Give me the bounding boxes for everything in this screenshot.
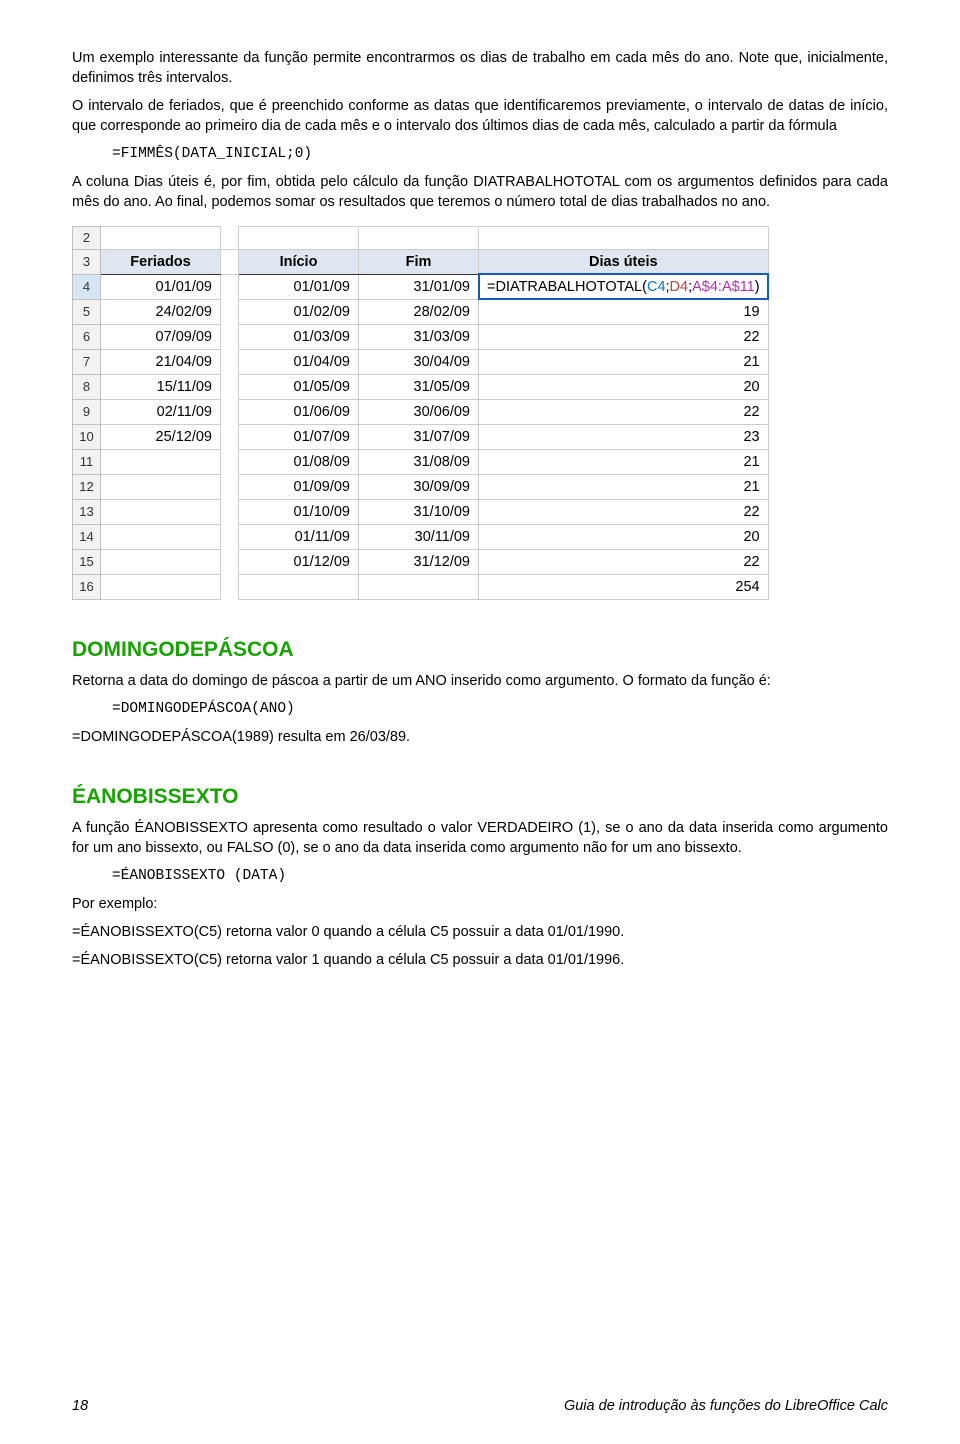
page-footer: 18 Guia de introdução às funções do Libr… bbox=[72, 1396, 888, 1416]
cell[interactable]: 31/03/09 bbox=[359, 324, 479, 349]
cell[interactable]: 31/07/09 bbox=[359, 424, 479, 449]
cell[interactable]: 07/09/09 bbox=[101, 324, 221, 349]
cell[interactable] bbox=[101, 574, 221, 599]
cell[interactable]: 21 bbox=[479, 349, 769, 374]
column-header[interactable]: Início bbox=[239, 249, 359, 274]
paragraph: Um exemplo interessante da função permit… bbox=[72, 48, 888, 88]
cell[interactable]: 31/10/09 bbox=[359, 499, 479, 524]
column-header[interactable]: Dias úteis bbox=[479, 249, 769, 274]
cell[interactable]: 01/02/09 bbox=[239, 299, 359, 324]
cell[interactable]: 28/02/09 bbox=[359, 299, 479, 324]
cell-formula[interactable]: =DIATRABALHOTOTAL(C4;D4;A$4:A$11) bbox=[479, 274, 769, 299]
cell[interactable] bbox=[359, 227, 479, 250]
cell[interactable]: 01/09/09 bbox=[239, 474, 359, 499]
row-header[interactable]: 12 bbox=[73, 474, 101, 499]
cell[interactable] bbox=[101, 449, 221, 474]
column-header[interactable]: Fim bbox=[359, 249, 479, 274]
cell[interactable]: 22 bbox=[479, 324, 769, 349]
code-formula: =DOMINGODEPÁSCOA(ANO) bbox=[112, 699, 888, 719]
row-header[interactable]: 14 bbox=[73, 524, 101, 549]
cell[interactable]: 01/05/09 bbox=[239, 374, 359, 399]
cell[interactable]: 15/11/09 bbox=[101, 374, 221, 399]
cell[interactable]: 02/11/09 bbox=[101, 399, 221, 424]
cell[interactable]: 31/05/09 bbox=[359, 374, 479, 399]
paragraph: O intervalo de feriados, que é preenchid… bbox=[72, 96, 888, 136]
heading-eanobissexto: ÉANOBISSEXTO bbox=[72, 783, 888, 812]
cell[interactable]: 30/06/09 bbox=[359, 399, 479, 424]
code-formula: =ÉANOBISSEXTO (DATA) bbox=[112, 866, 888, 886]
formula-arg: A$4:A$11 bbox=[692, 279, 755, 295]
formula-prefix: =DIATRABALHOTOTAL bbox=[487, 279, 642, 295]
cell[interactable]: 01/06/09 bbox=[239, 399, 359, 424]
cell[interactable] bbox=[479, 227, 769, 250]
cell[interactable] bbox=[239, 227, 359, 250]
cell[interactable]: 01/01/09 bbox=[239, 274, 359, 299]
row-header[interactable]: 6 bbox=[73, 324, 101, 349]
cell[interactable]: 01/04/09 bbox=[239, 349, 359, 374]
cell[interactable]: 22 bbox=[479, 499, 769, 524]
cell[interactable]: 30/09/09 bbox=[359, 474, 479, 499]
code-formula: =FIMMÊS(DATA_INICIAL;0) bbox=[112, 144, 888, 164]
cell[interactable]: 22 bbox=[479, 399, 769, 424]
cell[interactable]: 20 bbox=[479, 524, 769, 549]
footer-title: Guia de introdução às funções do LibreOf… bbox=[564, 1396, 888, 1416]
paragraph: =ÉANOBISSEXTO(C5) retorna valor 0 quando… bbox=[72, 922, 888, 942]
cell[interactable]: 21 bbox=[479, 474, 769, 499]
cell[interactable]: 31/12/09 bbox=[359, 549, 479, 574]
cell[interactable]: 22 bbox=[479, 549, 769, 574]
cell[interactable]: 01/08/09 bbox=[239, 449, 359, 474]
paragraph: Retorna a data do domingo de páscoa a pa… bbox=[72, 671, 888, 691]
spreadsheet-table: 2 3 Feriados Início Fim Dias úteis 4 01/… bbox=[72, 226, 769, 600]
cell[interactable] bbox=[101, 499, 221, 524]
cell[interactable] bbox=[101, 474, 221, 499]
row-header[interactable]: 11 bbox=[73, 449, 101, 474]
column-header[interactable]: Feriados bbox=[101, 249, 221, 274]
row-header[interactable]: 9 bbox=[73, 399, 101, 424]
cell[interactable]: 01/01/09 bbox=[101, 274, 221, 299]
paragraph: Por exemplo: bbox=[72, 894, 888, 914]
formula-arg: C4 bbox=[647, 279, 666, 295]
cell[interactable]: 01/03/09 bbox=[239, 324, 359, 349]
cell[interactable]: 25/12/09 bbox=[101, 424, 221, 449]
row-header[interactable]: 16 bbox=[73, 574, 101, 599]
row-header[interactable]: 3 bbox=[73, 249, 101, 274]
cell[interactable] bbox=[101, 227, 221, 250]
cell[interactable]: 01/11/09 bbox=[239, 524, 359, 549]
cell[interactable]: 31/01/09 bbox=[359, 274, 479, 299]
row-header[interactable]: 15 bbox=[73, 549, 101, 574]
row-header[interactable]: 4 bbox=[73, 274, 101, 299]
paragraph: A coluna Dias úteis é, por fim, obtida p… bbox=[72, 172, 888, 212]
cell[interactable]: 01/10/09 bbox=[239, 499, 359, 524]
paragraph: A função ÉANOBISSEXTO apresenta como res… bbox=[72, 818, 888, 858]
cell[interactable] bbox=[359, 574, 479, 599]
cell[interactable]: 01/12/09 bbox=[239, 549, 359, 574]
row-header[interactable]: 13 bbox=[73, 499, 101, 524]
row-header[interactable]: 5 bbox=[73, 299, 101, 324]
page-number: 18 bbox=[72, 1396, 88, 1416]
cell[interactable]: 21/04/09 bbox=[101, 349, 221, 374]
row-header[interactable]: 8 bbox=[73, 374, 101, 399]
cell[interactable]: 24/02/09 bbox=[101, 299, 221, 324]
cell[interactable]: 21 bbox=[479, 449, 769, 474]
row-header[interactable]: 2 bbox=[73, 227, 101, 250]
paragraph: =ÉANOBISSEXTO(C5) retorna valor 1 quando… bbox=[72, 950, 888, 970]
cell[interactable]: 30/04/09 bbox=[359, 349, 479, 374]
row-header[interactable]: 7 bbox=[73, 349, 101, 374]
cell-total[interactable]: 254 bbox=[479, 574, 769, 599]
cell[interactable] bbox=[239, 574, 359, 599]
cell[interactable]: 19 bbox=[479, 299, 769, 324]
cell[interactable]: 23 bbox=[479, 424, 769, 449]
cell[interactable]: 30/11/09 bbox=[359, 524, 479, 549]
cell[interactable] bbox=[101, 549, 221, 574]
cell[interactable]: 31/08/09 bbox=[359, 449, 479, 474]
row-header[interactable]: 10 bbox=[73, 424, 101, 449]
cell[interactable]: 01/07/09 bbox=[239, 424, 359, 449]
cell[interactable]: 20 bbox=[479, 374, 769, 399]
heading-domingodepascoa: DOMINGODEPÁSCOA bbox=[72, 636, 888, 665]
formula-arg: D4 bbox=[670, 279, 689, 295]
cell[interactable] bbox=[101, 524, 221, 549]
paragraph: =DOMINGODEPÁSCOA(1989) resulta em 26/03/… bbox=[72, 727, 888, 747]
